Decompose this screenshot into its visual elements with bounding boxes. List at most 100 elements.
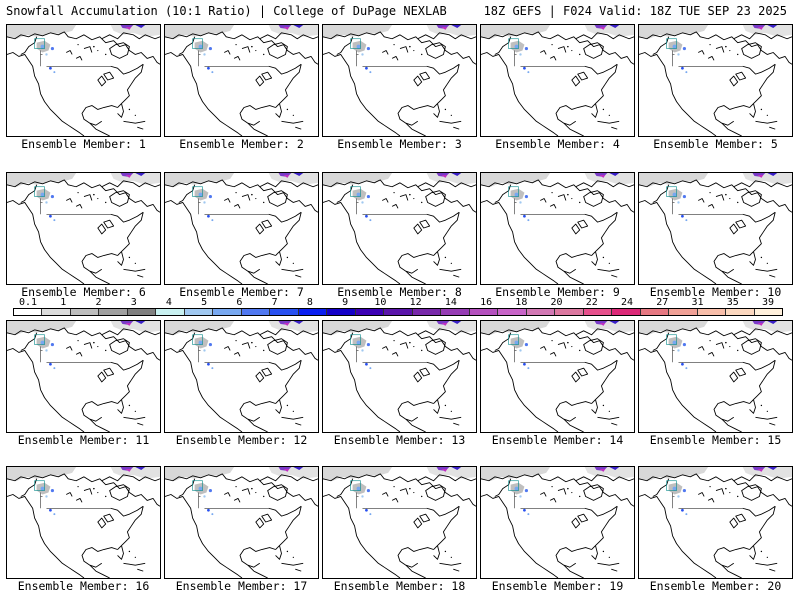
north-america-map <box>323 25 476 136</box>
snowfall-colorbar <box>13 308 783 316</box>
colorbar-tick-label: 27 <box>656 297 669 308</box>
colorbar-segment <box>754 309 783 315</box>
model-run-info: 18Z GEFS | F024 Valid: 18Z TUE SEP 23 20… <box>483 4 787 18</box>
ensemble-member-map <box>164 24 319 137</box>
colorbar-segment <box>469 309 499 315</box>
colorbar-tick-label: 5 <box>201 297 208 308</box>
colorbar-segment <box>127 309 157 315</box>
colorbar-tick-label: 6 <box>236 297 243 308</box>
ensemble-member-label: Ensemble Member: 1 <box>21 137 146 151</box>
colorbar-tick-label: 24 <box>621 297 634 308</box>
ensemble-member-label: Ensemble Member: 19 <box>491 579 624 593</box>
colorbar-segment <box>241 309 271 315</box>
colorbar-segment <box>697 309 727 315</box>
north-america-map <box>639 25 792 136</box>
colorbar-segment <box>669 309 698 315</box>
colorbar-tick-label: 35 <box>726 297 739 308</box>
colorbar-segment <box>213 309 242 315</box>
ensemble-member-label: Ensemble Member: 12 <box>175 433 308 447</box>
ensemble-member-map <box>322 172 477 285</box>
colorbar-segment <box>412 309 442 315</box>
ensemble-member-label: Ensemble Member: 7 <box>179 285 304 299</box>
ensemble-member-label: Ensemble Member: 5 <box>653 137 778 151</box>
ensemble-member-map <box>638 24 793 137</box>
ensemble-member-label: Ensemble Member: 16 <box>17 579 150 593</box>
ensemble-member-label: Ensemble Member: 3 <box>337 137 462 151</box>
ensemble-member-map <box>322 466 477 579</box>
colorbar-segment <box>612 309 641 315</box>
colorbar-segment <box>384 309 413 315</box>
colorbar-segment <box>441 309 470 315</box>
ensemble-member-map <box>6 172 161 285</box>
ensemble-member-label: Ensemble Member: 20 <box>649 579 782 593</box>
colorbar-segment <box>270 309 299 315</box>
north-america-map <box>323 467 476 578</box>
colorbar-segment <box>355 309 385 315</box>
colorbar-tick-label: 16 <box>480 297 493 308</box>
colorbar-tick-label: 7 <box>271 297 278 308</box>
colorbar-segment <box>498 309 527 315</box>
ensemble-member-label: Ensemble Member: 17 <box>175 579 308 593</box>
colorbar-tick-label: 2 <box>95 297 102 308</box>
north-america-map <box>7 321 160 432</box>
colorbar-segment <box>156 309 185 315</box>
ensemble-member-label: Ensemble Member: 9 <box>495 285 620 299</box>
ensemble-member-map <box>638 320 793 433</box>
north-america-map <box>7 25 160 136</box>
ensemble-member-label: Ensemble Member: 10 <box>649 285 782 299</box>
ensemble-member-label: Ensemble Member: 15 <box>649 433 782 447</box>
north-america-map <box>165 321 318 432</box>
colorbar-tick-label: 18 <box>515 297 528 308</box>
ensemble-member-label: Ensemble Member: 2 <box>179 137 304 151</box>
ensemble-member-map <box>480 24 635 137</box>
colorbar-tick-label: 3 <box>130 297 137 308</box>
colorbar-tick-label: 1 <box>60 297 67 308</box>
ensemble-member-label: Ensemble Member: 6 <box>21 285 146 299</box>
colorbar-segment <box>726 309 755 315</box>
ensemble-member-map <box>322 320 477 433</box>
north-america-map <box>639 321 792 432</box>
colorbar-tick-label: 14 <box>444 297 457 308</box>
colorbar-tick-label: 20 <box>550 297 563 308</box>
north-america-map <box>481 467 634 578</box>
ensemble-member-map <box>480 172 635 285</box>
colorbar-segment <box>70 309 100 315</box>
ensemble-member-map <box>164 320 319 433</box>
colorbar-segment <box>583 309 613 315</box>
north-america-map <box>639 173 792 284</box>
colorbar-tick-label: 12 <box>409 297 422 308</box>
ensemble-member-map <box>638 172 793 285</box>
colorbar-segment <box>327 309 356 315</box>
colorbar-tick-label: 39 <box>761 297 775 308</box>
ensemble-member-map <box>480 320 635 433</box>
ensemble-member-map <box>6 24 161 137</box>
colorbar-tick-label: 8 <box>306 297 313 308</box>
ensemble-member-map <box>322 24 477 137</box>
ensemble-member-map <box>638 466 793 579</box>
ensemble-member-label: Ensemble Member: 8 <box>337 285 462 299</box>
map-title: Snowfall Accumulation (10:1 Ratio) | Col… <box>6 4 447 18</box>
ensemble-member-label: Ensemble Member: 18 <box>333 579 466 593</box>
ensemble-member-label: Ensemble Member: 13 <box>333 433 466 447</box>
ensemble-member-map <box>480 466 635 579</box>
ensemble-member-label: Ensemble Member: 11 <box>17 433 150 447</box>
north-america-map <box>639 467 792 578</box>
colorbar-tick-label: 9 <box>342 297 349 308</box>
colorbar-segment <box>298 309 328 315</box>
colorbar-segment <box>42 309 71 315</box>
colorbar-segment <box>184 309 214 315</box>
north-america-map <box>7 467 160 578</box>
north-america-map <box>165 467 318 578</box>
colorbar-tick-label: 0.1 <box>18 297 38 308</box>
colorbar-tick-label: 4 <box>165 297 172 308</box>
ensemble-member-map <box>164 172 319 285</box>
north-america-map <box>7 173 160 284</box>
ensemble-member-map <box>164 466 319 579</box>
north-america-map <box>481 25 634 136</box>
colorbar-segment <box>555 309 584 315</box>
north-america-map <box>165 173 318 284</box>
north-america-map <box>481 321 634 432</box>
colorbar-segment <box>526 309 556 315</box>
colorbar-segment <box>640 309 670 315</box>
north-america-map <box>323 173 476 284</box>
